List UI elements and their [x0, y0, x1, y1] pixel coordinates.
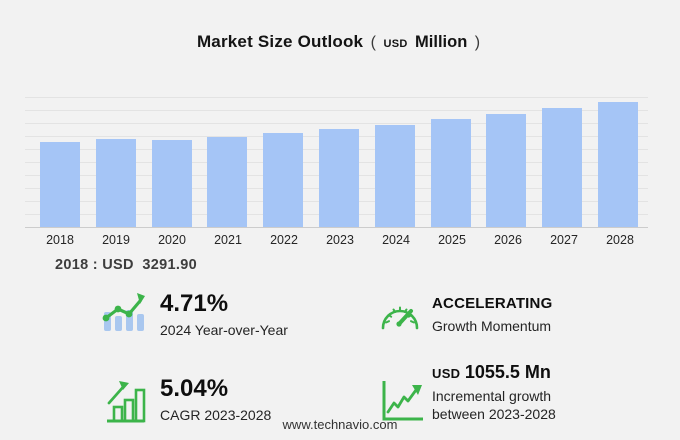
bar-2024 — [374, 124, 415, 227]
stat-momentum: ACCELERATING Growth Momentum — [432, 295, 552, 335]
x-tick-label: 2026 — [494, 233, 522, 247]
title-currency: USD — [383, 38, 408, 50]
x-tick-label: 2024 — [382, 233, 410, 247]
stat-momentum-label: Growth Momentum — [432, 318, 552, 334]
stat-momentum-value: ACCELERATING — [432, 295, 553, 312]
bar-slot — [479, 98, 535, 227]
bar-series — [32, 98, 646, 227]
bar-2020 — [151, 140, 192, 227]
stat-cagr-label: CAGR 2023-2028 — [160, 407, 272, 423]
stat-incremental-value: USD 1055.5 Mn — [432, 362, 592, 383]
x-tick-label: 2019 — [102, 233, 130, 247]
x-tick-label: 2021 — [214, 233, 242, 247]
x-axis-labels: 2018 2019 2020 2021 2022 2023 2024 2025 2026 2027… — [32, 233, 648, 247]
bar-2025 — [430, 119, 471, 227]
bar-slot — [534, 98, 590, 227]
stat-yoy: 4.71% 2024 Year-over-Year — [160, 291, 288, 339]
bar-chart-plot-area — [25, 97, 648, 228]
title-paren-close: ) — [474, 34, 481, 51]
x-tick-label: 2025 — [438, 233, 466, 247]
x-tick-label: 2018 — [46, 233, 74, 247]
x-tick-label: 2020 — [158, 233, 186, 247]
gridline — [25, 97, 648, 98]
page-title: Market Size Outlook ( USD Million ) — [0, 32, 680, 52]
stat-yoy-label: 2024 Year-over-Year — [160, 322, 288, 338]
bar-slot — [88, 98, 144, 227]
stat-incremental: USD 1055.5 Mn Incremental growth between… — [432, 362, 592, 423]
bar-2028 — [598, 102, 639, 227]
bar-2021 — [207, 137, 248, 227]
gauge-icon — [376, 292, 424, 339]
bar-2022 — [263, 132, 304, 227]
title-paren-open: ( — [370, 34, 376, 51]
bar-slot — [144, 98, 200, 227]
x-tick-label: 2028 — [606, 233, 634, 247]
title-unit: Million — [415, 33, 468, 51]
stat-cagr: 5.04% CAGR 2023-2028 — [160, 376, 271, 424]
base-year-annotation: 2018 : USD 3291.90 — [55, 257, 197, 273]
bar-slot — [311, 98, 367, 227]
bar-slot — [199, 98, 255, 227]
bar-2019 — [95, 138, 136, 227]
bar-2026 — [486, 113, 527, 227]
bar-chart-arrow-icon — [102, 376, 148, 431]
x-tick-label: 2023 — [326, 233, 354, 247]
x-tick-label: 2022 — [270, 233, 298, 247]
website-url: www.technavio.com — [282, 417, 398, 432]
bar-2023 — [318, 129, 359, 227]
stat-incremental-amount: 1055.5 Mn — [464, 362, 551, 382]
bar-slot — [423, 98, 479, 227]
x-tick-label: 2027 — [550, 233, 578, 247]
stat-incremental-currency: USD — [432, 366, 461, 381]
bar-2018 — [39, 142, 80, 227]
line-chart-axes-icon — [376, 376, 426, 431]
bar-2027 — [542, 107, 583, 227]
bar-slot — [590, 98, 646, 227]
bar-slot — [367, 98, 423, 227]
gridline — [25, 110, 648, 111]
bars-with-growth-line-icon — [99, 287, 151, 338]
x-axis-line — [25, 227, 648, 228]
stat-yoy-value: 4.71% — [160, 290, 229, 317]
stat-cagr-value: 5.04% — [160, 375, 229, 402]
stat-incremental-label: Incremental growth between 2023-2028 — [432, 388, 556, 422]
title-text: Market Size Outlook — [196, 32, 364, 51]
bar-slot — [255, 98, 311, 227]
bar-slot — [32, 98, 88, 227]
gridline — [25, 123, 648, 124]
